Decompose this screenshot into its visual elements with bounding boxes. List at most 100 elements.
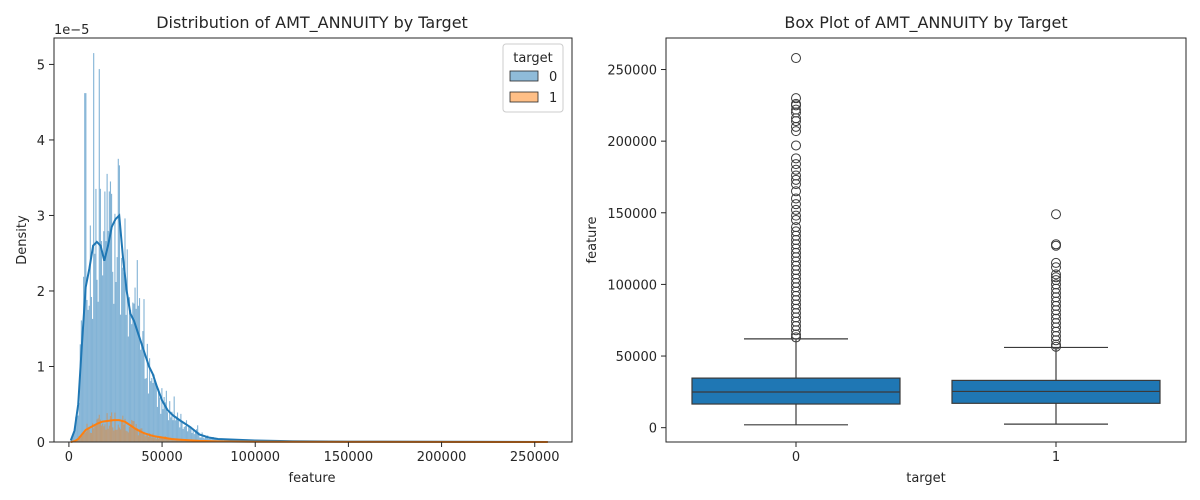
histogram-bar-target-1 [93, 428, 95, 442]
histogram-bar-target-0 [163, 397, 165, 442]
histogram-bar-target-1 [96, 419, 98, 442]
histogram-y-ticks: 0 1 2 3 4 5 [37, 58, 54, 451]
histogram-bar-target-1 [152, 433, 154, 442]
histogram-bar-target-1 [179, 439, 181, 442]
histogram-bar-target-0 [188, 426, 190, 442]
histogram-bar-target-1 [132, 420, 134, 442]
histogram-bar-target-1 [156, 436, 158, 442]
histogram-bar-target-0 [107, 230, 109, 442]
histogram-bar-target-1 [165, 437, 167, 442]
histogram-bar-target-0 [104, 191, 106, 442]
histogram-bar-target-0 [195, 429, 198, 442]
histogram-bar-target-0 [200, 437, 202, 442]
boxplot-axes-frame [665, 37, 1187, 443]
histogram-x-tick-label: 200000 [417, 450, 467, 465]
boxplot-y-tick-label: 50000 [616, 350, 657, 365]
histogram-bar-target-0 [152, 383, 154, 442]
histogram-bar-target-0 [172, 420, 174, 442]
histogram-x-label: feature [289, 471, 336, 486]
histogram-bar-target-0 [184, 426, 186, 442]
outlier-point-0 [791, 193, 801, 204]
histogram-bar-target-1 [83, 432, 85, 442]
histogram-bar-target-1 [168, 438, 170, 442]
histogram-bar-target-0 [117, 158, 119, 442]
histogram-bar-target-0 [100, 241, 103, 442]
histogram-bar-target-0 [78, 402, 80, 442]
histogram-bar-target-1 [145, 435, 147, 442]
histogram-bar-target-0 [180, 413, 182, 442]
histogram-bar-target-0 [189, 426, 191, 442]
histogram-bar-target-1 [100, 425, 103, 442]
histogram-bar-target-1 [111, 412, 113, 442]
outlier-point-0 [791, 332, 801, 343]
histogram-bar-target-0 [138, 298, 141, 442]
histogram-bar-target-1 [182, 440, 184, 442]
histogram-bar-target-0 [84, 93, 86, 442]
histogram-bar-target-0 [146, 343, 148, 442]
histogram-bar-target-0 [128, 297, 131, 442]
histogram-bar-target-1 [121, 421, 123, 442]
outlier-point-0 [791, 140, 801, 151]
histogram-bar-target-0 [123, 272, 125, 442]
kde-line-target-1 [70, 419, 548, 443]
histogram-y-tick-label: 0 [37, 436, 45, 451]
histogram-bar-target-0 [219, 438, 221, 442]
histogram-bar-target-0 [212, 437, 214, 442]
histogram-bar-target-0 [132, 302, 134, 442]
boxplot-y-tick-label: 150000 [607, 207, 657, 222]
histogram-bar-target-0 [133, 303, 135, 442]
histogram-bar-target-1 [144, 436, 146, 442]
histogram-bar-target-1 [81, 435, 84, 442]
histogram-bar-target-0 [168, 420, 170, 442]
histogram-bar-target-0 [134, 287, 136, 442]
histogram-bar-target-1 [154, 436, 156, 442]
histogram-bar-target-0 [103, 231, 105, 442]
boxplot-y-ticks: 0 50000 100000 150000 200000 250000 [607, 64, 666, 437]
histogram-bar-target-1 [172, 440, 174, 442]
histogram-bar-target-0 [191, 432, 193, 442]
histogram-x-tick-label: 100000 [230, 450, 280, 465]
histogram-bar-target-0 [199, 437, 201, 442]
histogram-bar-target-0 [185, 420, 188, 442]
histogram-bar-target-0 [155, 384, 157, 442]
outlier-point-0 [791, 126, 801, 137]
boxplot-y-tick-label: 200000 [607, 135, 657, 150]
histogram-bar-target-1 [128, 426, 131, 442]
histogram-bar-target-1 [137, 435, 139, 442]
histogram-bar-target-1 [95, 425, 97, 442]
histogram-bar-target-0 [92, 318, 94, 442]
histogram-bar-target-0 [194, 431, 196, 442]
histogram-bar-target-0 [171, 411, 173, 442]
histogram-bar-target-0 [116, 257, 118, 442]
outlier-point-1 [1051, 262, 1061, 273]
histogram-bar-target-1 [94, 426, 96, 442]
boxplot-y-label: feature [585, 217, 600, 264]
histogram-offset-label: 1e−5 [54, 23, 89, 38]
histogram-bar-target-0 [97, 301, 99, 442]
outlier-point-0 [791, 210, 801, 221]
histogram-bar-target-0 [143, 299, 145, 442]
histogram-bar-target-0 [156, 406, 158, 442]
histogram-bar-target-0 [169, 401, 171, 442]
outlier-point-0 [791, 153, 801, 164]
histogram-bar-target-0 [204, 437, 207, 442]
histogram-bar-target-0 [142, 331, 144, 442]
histogram-bar-target-0 [126, 249, 128, 442]
histogram-bar-target-0 [201, 432, 203, 442]
histogram-x-tick-label: 250000 [510, 450, 560, 465]
histogram-bar-target-1 [140, 428, 142, 442]
histogram-bar-target-1 [147, 436, 150, 442]
histogram-bar-target-0 [96, 279, 98, 442]
histogram-y-tick-label: 4 [37, 134, 45, 149]
histogram-bar-target-0 [165, 390, 167, 442]
histogram-bar-target-1 [104, 424, 106, 442]
outlier-point-0 [791, 164, 801, 175]
histogram-bar-target-1 [164, 436, 166, 442]
boxplot-x-tick-label: 0 [792, 450, 800, 465]
histogram-bar-target-0 [175, 416, 177, 442]
histogram-bar-target-0 [137, 305, 139, 442]
outlier-point-0 [791, 116, 801, 127]
histogram-bar-target-1 [112, 427, 114, 442]
